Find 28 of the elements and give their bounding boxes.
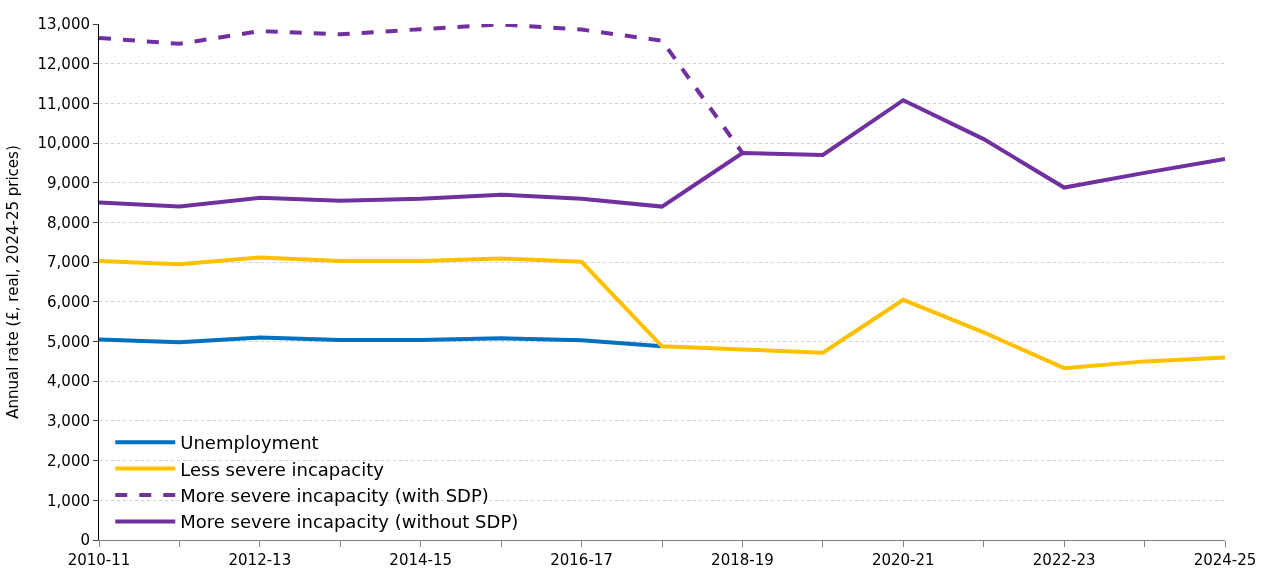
y-tick-label: 6,000 [47, 293, 90, 312]
line-series [99, 255, 1225, 371]
x-tick-label: 2022-23 [1032, 551, 1096, 569]
y-tick-label: 10,000 [37, 134, 90, 153]
y-tick-label: 3,000 [47, 412, 90, 431]
x-tick-label: 2010-11 [67, 551, 131, 569]
x-tick-label: 2020-21 [871, 551, 935, 569]
x-tick-label: 2024-25 [1193, 551, 1257, 569]
x-tick-label: 2012-13 [228, 551, 292, 569]
legend-label: Less severe incapacity [180, 458, 385, 480]
legend-label: Unemployment [180, 432, 319, 454]
y-tick-label: 13,000 [37, 15, 90, 34]
y-tick-label: 4,000 [47, 372, 90, 391]
y-tick-label: 7,000 [47, 253, 90, 272]
y-tick-label: 2,000 [47, 451, 90, 470]
x-tick-label: 2016-17 [550, 551, 613, 569]
y-tick-label: 11,000 [37, 94, 90, 113]
y-tick-label: 9,000 [47, 174, 90, 193]
legend-label: More severe incapacity (with SDP) [180, 485, 489, 507]
y-axis-title: Annual rate (£, real, 2024-25 prices) [3, 145, 22, 419]
y-tick-label: 8,000 [47, 213, 90, 232]
y-tick-label: 12,000 [37, 54, 90, 73]
x-tick-label: 2014-15 [389, 551, 453, 569]
legend-label: More severe incapacity (without SDP) [180, 511, 519, 533]
x-tick-label: 2018-19 [711, 551, 774, 569]
y-tick-label: 1,000 [47, 491, 90, 510]
y-tick-label: 5,000 [47, 332, 90, 351]
y-tick-label: 0 [80, 531, 90, 550]
